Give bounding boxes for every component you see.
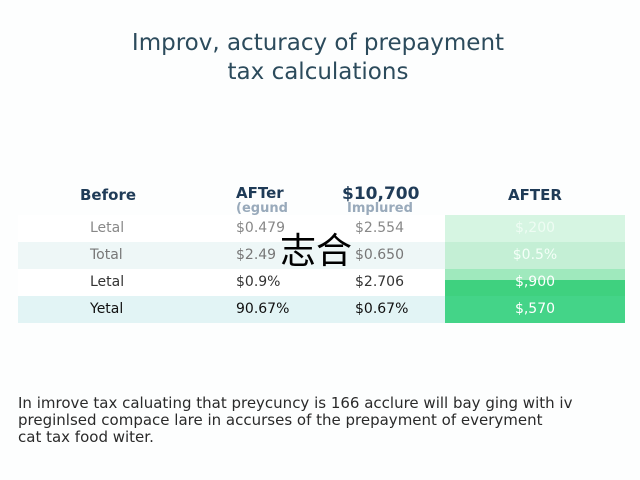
table-cell: Total (90, 247, 123, 263)
table-row: Letal $0.9% $2.706 $,900 (18, 269, 625, 296)
footer-line: preginlsed compace lare in accurses of t… (18, 411, 543, 429)
table-cell: 90.67% (236, 301, 290, 317)
table-cell: Letal (90, 274, 125, 290)
table-cell: Letal (90, 220, 125, 236)
footer-line: In imrove tax caluating that preycuncy i… (18, 394, 573, 412)
table-cell: $0.479 (236, 220, 285, 236)
table-cell: $0.650 (355, 247, 404, 263)
title-line: tax calculations (227, 59, 409, 85)
overlay-text: 志合 (280, 231, 353, 272)
table-cell: Yetal (90, 301, 124, 317)
header-sub: Implured (347, 201, 413, 216)
table-row: Letal $0.479 $2.554 $,200 (18, 215, 625, 242)
table-cell: $2.554 (355, 220, 404, 236)
table-cell: $0.5% (445, 242, 625, 269)
footer-line: cat tax food witer. (18, 428, 154, 446)
header: $10,700 (342, 184, 420, 204)
header: AFTer (236, 184, 284, 202)
header: AFTER (508, 186, 562, 204)
table-cell: $2.706 (355, 274, 404, 290)
table-cell: $0.67% (355, 301, 409, 317)
table-cell: $,570 (445, 296, 625, 323)
table-cell: $2.49 (236, 247, 277, 263)
header-sub: (egund (236, 201, 288, 216)
table-cell: $0.9% (236, 274, 281, 290)
table-row: Yetal 90.67% $0.67% $,570 (18, 296, 625, 323)
table-cell: $,200 (445, 215, 625, 242)
table-cell: $,900 (445, 269, 625, 296)
header: Before (80, 186, 137, 204)
table-row: Total $2.49 $0.650 $0.5% (18, 242, 625, 269)
title-line: Improv, acturacy of prepayment (131, 30, 505, 56)
